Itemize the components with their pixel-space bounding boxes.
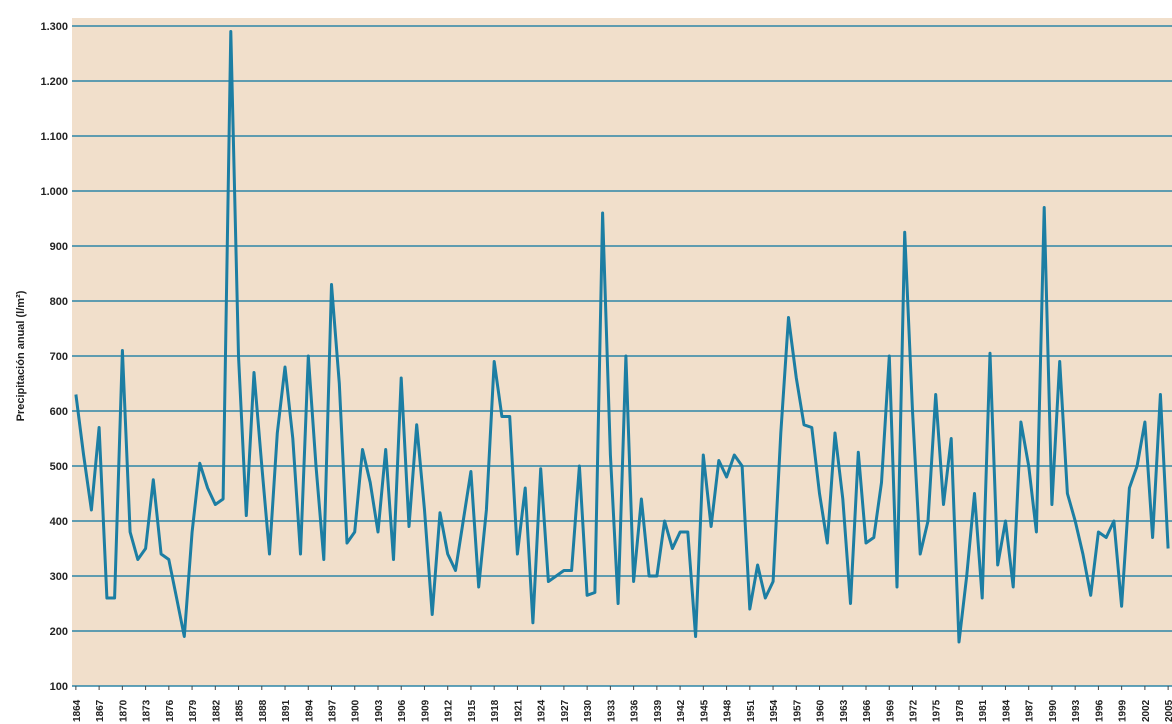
- x-tick-label: 1867: [95, 699, 106, 722]
- x-tick-label: 1933: [606, 699, 617, 722]
- x-tick-label: 1909: [420, 699, 431, 722]
- x-tick-label: 1975: [932, 699, 943, 722]
- y-tick-label: 1.100: [40, 131, 68, 143]
- x-tick-label: 1912: [444, 699, 455, 722]
- x-tick-label: 1921: [513, 699, 524, 722]
- x-tick-label: 1906: [397, 699, 408, 722]
- x-tick-label: 1876: [165, 699, 176, 722]
- x-tick-label: 1939: [653, 699, 664, 722]
- x-tick-label: 1891: [281, 699, 292, 722]
- y-tick-label: 600: [50, 406, 68, 418]
- x-tick-label: 1897: [328, 699, 339, 722]
- x-tick-label: 1882: [211, 699, 222, 722]
- x-tick-label: 1987: [1025, 699, 1036, 722]
- x-tick-label: 1879: [188, 699, 199, 722]
- x-tick-label: 1900: [351, 699, 362, 722]
- x-tick-label: 1942: [676, 699, 687, 722]
- x-tick-label: 1999: [1118, 699, 1129, 722]
- x-tick-label: 1873: [142, 699, 153, 722]
- x-tick-label: 1927: [560, 699, 571, 722]
- x-tick-label: 2005: [1164, 699, 1172, 722]
- y-tick-label: 1.200: [40, 76, 68, 88]
- plot-area: [72, 18, 1172, 686]
- x-tick-label: 1864: [72, 699, 83, 722]
- y-tick-label: 700: [50, 351, 68, 363]
- x-tick-label: 1945: [699, 699, 710, 722]
- x-tick-label: 1870: [118, 699, 129, 722]
- x-tick-label: 1957: [792, 699, 803, 722]
- x-tick-label: 1960: [816, 699, 827, 722]
- x-tick-label: 1930: [583, 699, 594, 722]
- y-tick-label: 100: [50, 681, 68, 693]
- x-tick-label: 2002: [1141, 699, 1152, 722]
- data-line: [74, 30, 1170, 644]
- x-tick-label: 1990: [1048, 699, 1059, 722]
- x-tick-label: 1954: [769, 699, 780, 722]
- x-tick-label: 1972: [908, 699, 919, 722]
- x-tick-label: 1924: [537, 699, 548, 722]
- x-tick-label: 1966: [862, 699, 873, 722]
- x-tick-label: 1915: [467, 699, 478, 722]
- x-tick-label: 1951: [746, 699, 757, 722]
- x-tick-label: 1993: [1071, 699, 1082, 722]
- x-tick-label: 1996: [1094, 699, 1105, 722]
- y-tick-label: 800: [50, 296, 68, 308]
- x-tick-label: 1981: [978, 699, 989, 722]
- y-tick-label: 400: [50, 516, 68, 528]
- x-tick-label: 1894: [304, 699, 315, 722]
- y-tick-label: 1.000: [40, 186, 68, 198]
- x-tick-label: 1984: [1001, 699, 1012, 722]
- y-tick-label: 1.300: [40, 21, 68, 33]
- y-axis-label: Precipitación anual (l/m²): [15, 290, 27, 421]
- x-tick-label: 1885: [235, 699, 246, 722]
- y-tick-label: 200: [50, 626, 68, 638]
- x-tick-label: 1918: [490, 699, 501, 722]
- x-tick-label: 1948: [723, 699, 734, 722]
- y-tick-label: 900: [50, 241, 68, 253]
- x-tick-label: 1936: [630, 699, 641, 722]
- y-tick-label: 500: [50, 461, 68, 473]
- x-tick-label: 1963: [839, 699, 850, 722]
- x-tick-label: 1903: [374, 699, 385, 722]
- x-tick-label: 1969: [885, 699, 896, 722]
- x-tick-label: 1888: [258, 699, 269, 722]
- x-tick-label: 1978: [955, 699, 966, 722]
- y-tick-label: 300: [50, 571, 68, 583]
